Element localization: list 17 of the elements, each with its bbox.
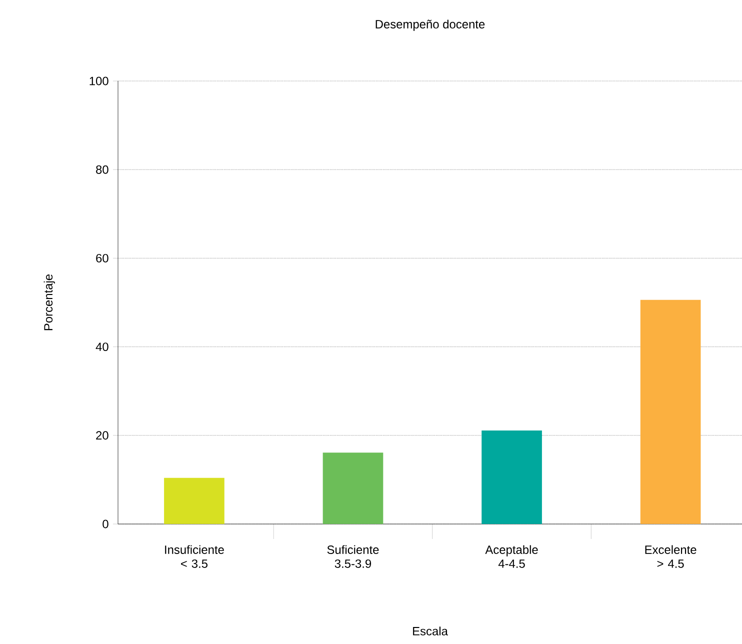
y-axis-title: Porcentaje <box>44 274 55 330</box>
y-tick-label: 100 <box>90 76 108 86</box>
y-tick-label: 20 <box>96 431 108 440</box>
y-tick-label: 40 <box>96 342 108 352</box>
y-tick-label: 0 <box>102 520 108 528</box>
x-axis-title: Escala <box>413 626 448 636</box>
y-tick-label: 60 <box>96 254 108 262</box>
bar <box>640 300 701 524</box>
bar <box>322 452 384 524</box>
x-tick-label: Suficiente 3.5-3.9 <box>327 545 379 568</box>
y-tick-label: 80 <box>96 165 108 174</box>
bar <box>482 430 542 524</box>
x-tick-label: Aceptable 4-4.5 <box>485 545 538 568</box>
x-tick-label: Excelente > 4.5 <box>645 545 696 568</box>
x-tick-label: Insuficiente < 3.5 <box>165 545 224 568</box>
chart-title: Desempeño docente <box>376 20 485 31</box>
bar <box>164 478 224 524</box>
